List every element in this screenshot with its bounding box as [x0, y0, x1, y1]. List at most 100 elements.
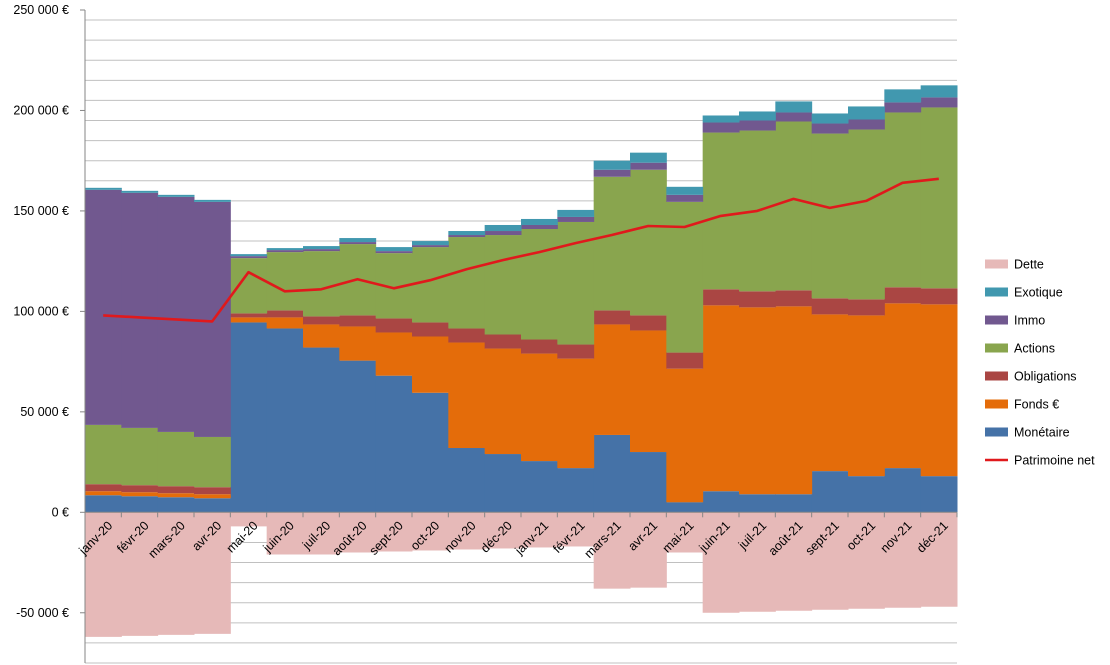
area-actions-nov-21 [884, 112, 922, 288]
area-obligations-fevr-21 [557, 344, 595, 359]
area-immo-fevr-21 [557, 216, 595, 222]
legend-swatch-dette [985, 259, 1008, 269]
area-dette-oct-21 [848, 512, 885, 609]
area-exotique-avr-21 [630, 152, 667, 163]
area-fonds-nov-21 [884, 303, 922, 469]
area-dette-sept-20 [375, 512, 413, 552]
area-actions-mars-21 [593, 176, 631, 311]
legend-swatch-fonds [985, 399, 1008, 409]
area-obligations-oct-21 [848, 299, 885, 316]
area-immo-aout-21 [775, 112, 813, 122]
y-tick-label: 100 000 € [13, 304, 69, 318]
area-exotique-avr-20 [194, 199, 231, 202]
area-exotique-fevr-20 [121, 190, 159, 193]
area-immo-sept-21 [811, 123, 849, 134]
area-obligations-nov-21 [884, 287, 922, 304]
area-exotique-juin-20 [266, 248, 304, 251]
area-monetaire-fevr-21 [557, 468, 595, 513]
area-monetaire-aout-21 [775, 494, 813, 513]
legend-swatch-obligations [985, 371, 1008, 381]
area-immo-avr-21 [630, 162, 667, 170]
area-monetaire-dec-21 [920, 476, 958, 513]
area-immo-aout-20 [339, 242, 377, 245]
area-fonds-juin-20 [266, 317, 304, 329]
area-fonds-fevr-21 [557, 358, 595, 469]
area-obligations-mars-21 [593, 310, 631, 325]
area-dette-fevr-20 [121, 512, 159, 636]
area-dette-sept-21 [811, 512, 849, 610]
area-obligations-juin-21 [702, 289, 740, 306]
area-exotique-nov-21 [884, 89, 922, 103]
area-immo-oct-21 [848, 119, 885, 130]
area-dette-aout-21 [775, 512, 813, 611]
area-fonds-nov-20 [448, 342, 486, 449]
area-dette-juin-21 [702, 512, 740, 613]
area-fonds-mars-20 [157, 493, 195, 498]
area-fonds-juil-20 [303, 324, 340, 348]
area-monetaire-nov-21 [884, 468, 922, 513]
area-actions-oct-21 [848, 129, 885, 300]
area-fonds-avr-20 [194, 494, 231, 499]
area-exotique-oct-21 [848, 106, 885, 120]
area-actions-sept-21 [811, 133, 849, 299]
area-exotique-fevr-21 [557, 209, 595, 217]
area-monetaire-mars-20 [157, 497, 195, 513]
area-monetaire-mars-21 [593, 434, 631, 513]
area-immo-mars-21 [593, 169, 631, 177]
area-actions-aout-21 [775, 121, 813, 291]
area-dette-nov-20 [448, 512, 486, 550]
area-actions-mai-21 [666, 201, 704, 353]
area-fonds-sept-20 [375, 332, 413, 376]
area-actions-juin-20 [266, 252, 304, 311]
area-monetaire-nov-20 [448, 448, 486, 513]
area-fonds-dec-21 [920, 304, 958, 477]
area-obligations-sept-20 [375, 318, 413, 333]
area-immo-fevr-20 [121, 192, 159, 428]
area-immo-sept-20 [375, 251, 413, 254]
area-dette-mai-20 [230, 512, 268, 527]
y-tick-label: 200 000 € [13, 103, 69, 117]
line-patrimoine-net [103, 177, 939, 323]
area-fonds-aout-20 [339, 326, 377, 361]
area-actions-janv-21 [521, 229, 558, 340]
area-obligations-mai-20 [230, 313, 268, 318]
area-immo-juil-20 [303, 249, 340, 252]
area-actions-fevr-20 [121, 427, 159, 486]
legend-label-dette: Dette [1014, 258, 1044, 272]
area-monetaire-juil-21 [739, 494, 776, 513]
area-obligations-janv-20 [85, 484, 122, 492]
y-tick-label: 0 € [52, 505, 69, 519]
area-fonds-janv-20 [85, 491, 122, 496]
area-fonds-oct-21 [848, 315, 885, 477]
area-immo-mai-20 [230, 256, 268, 259]
area-monetaire-dec-20 [484, 454, 522, 513]
area-monetaire-oct-21 [848, 476, 885, 513]
area-actions-juil-20 [303, 251, 340, 317]
area-fonds-aout-21 [775, 306, 813, 495]
area-immo-oct-20 [412, 245, 449, 248]
legend-label-immo: Immo [1014, 314, 1045, 328]
area-dette-mai-21 [666, 512, 704, 553]
area-obligations-juin-20 [266, 310, 304, 318]
area-monetaire-fevr-20 [121, 496, 159, 513]
legend-swatch-exotique [985, 287, 1008, 297]
area-fonds-janv-21 [521, 353, 558, 462]
area-monetaire-avr-21 [630, 452, 667, 513]
area-exotique-mars-21 [593, 160, 631, 170]
area-fonds-mai-20 [230, 317, 268, 323]
area-monetaire-juil-20 [303, 347, 340, 513]
area-dette-avr-21 [630, 512, 667, 588]
stacked-areas [85, 85, 958, 637]
area-monetaire-juin-21 [702, 491, 740, 513]
area-immo-mai-21 [666, 194, 704, 202]
area-monetaire-mai-20 [230, 322, 268, 513]
area-fonds-sept-21 [811, 314, 849, 472]
area-obligations-oct-20 [412, 322, 449, 337]
area-immo-dec-21 [920, 97, 958, 108]
area-immo-juin-21 [702, 122, 740, 133]
legend-swatch-monetaire [985, 427, 1008, 437]
area-dette-janv-20 [85, 512, 122, 637]
area-immo-juin-20 [266, 250, 304, 253]
y-axis-ticks: -50 000 € 0 € 50 000 € 100 000 € 150 000 € 20… [13, 3, 85, 620]
legend-label-actions: Actions [1014, 342, 1055, 356]
